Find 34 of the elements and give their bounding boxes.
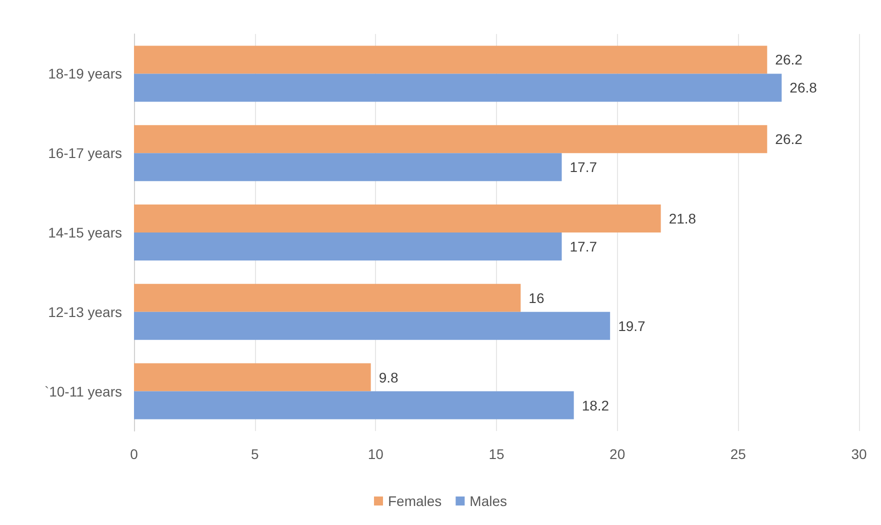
y-tick-label: 16-17 years [48, 145, 122, 162]
bar [134, 312, 610, 340]
bar [134, 232, 562, 260]
x-tick-label: 20 [610, 446, 626, 462]
bar [134, 153, 562, 182]
data-label: 19.7 [618, 318, 646, 334]
legend-label: Males [470, 493, 508, 509]
x-tick-label: 0 [130, 446, 138, 462]
data-label: 26.2 [775, 52, 803, 68]
data-label: 17.7 [570, 159, 598, 176]
bar [134, 363, 371, 392]
x-tick-label: 10 [368, 446, 384, 462]
x-tick-label: 15 [488, 446, 504, 462]
data-label: 17.7 [570, 238, 598, 254]
bar [134, 46, 768, 74]
bar [134, 74, 782, 102]
y-tick-label: `10-11 years [44, 383, 122, 400]
bar [134, 204, 661, 232]
y-tick-label: 18-19 years [48, 66, 122, 82]
x-tick-label: 5 [250, 446, 259, 462]
data-label: 26.2 [775, 131, 803, 148]
bar [134, 125, 768, 154]
bar [134, 284, 521, 312]
data-label: 16 [528, 290, 544, 306]
x-tick-label: 30 [851, 446, 867, 462]
y-tick-label: 12-13 years [48, 304, 122, 320]
data-label: 21.8 [668, 210, 696, 226]
bar [134, 391, 574, 420]
data-label: 18.2 [582, 397, 610, 414]
legend-label: Females [388, 493, 442, 509]
x-tick-label: 25 [730, 446, 746, 462]
data-label: 26.8 [790, 80, 818, 96]
y-tick-label: 14-15 years [48, 224, 122, 240]
data-label: 9.8 [378, 369, 399, 386]
